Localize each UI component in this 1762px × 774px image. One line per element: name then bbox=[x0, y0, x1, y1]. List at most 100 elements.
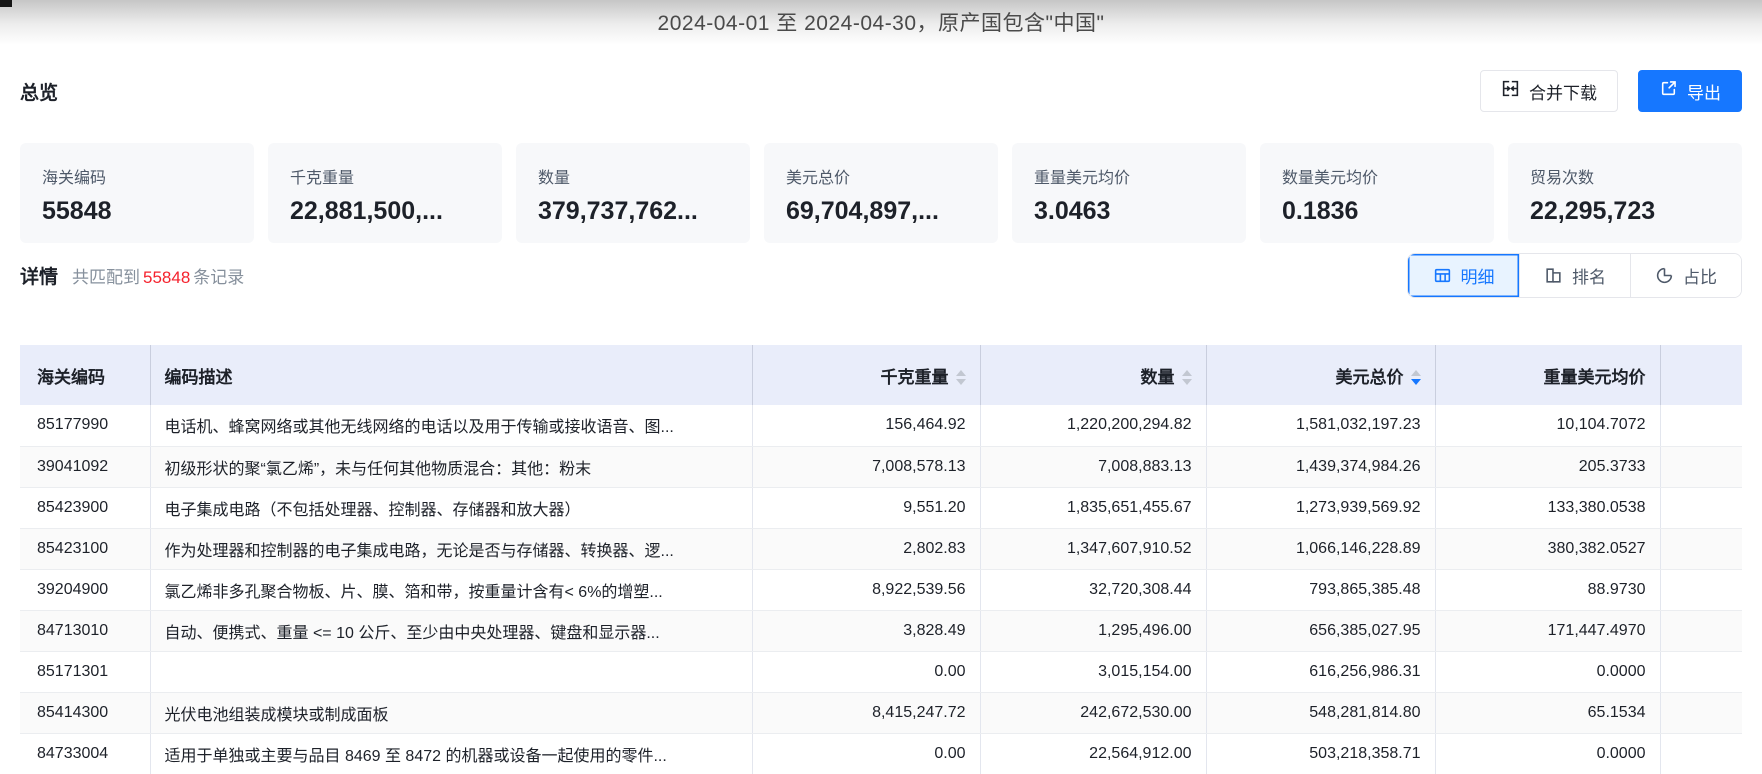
stat-label: 数量美元均价 bbox=[1282, 170, 1379, 187]
column-label: 千克重量 bbox=[880, 367, 949, 387]
cell-code: 39204900 bbox=[20, 569, 151, 611]
cell-desc: 光伏电池组装成模块或制成面板 bbox=[150, 692, 753, 734]
column-header-avg: 重量美元均价 bbox=[1435, 345, 1661, 405]
stat-card: 重量美元均价 3.0463 bbox=[1012, 143, 1246, 243]
sort-carets bbox=[1410, 369, 1421, 385]
table-header-row: 海关编码 编码描述 千克重量 数量 美元总价 重量美元均价 bbox=[20, 345, 1742, 405]
cell-avg: 0.0000 bbox=[1435, 651, 1661, 693]
stat-card: 海关编码 55848 bbox=[20, 143, 254, 243]
cell-usd: 793,865,385.48 bbox=[1206, 569, 1436, 611]
cell-code: 84733004 bbox=[20, 733, 151, 774]
tab-label: 明细 bbox=[1460, 267, 1495, 287]
cell-spacer bbox=[1660, 651, 1742, 693]
export-label: 导出 bbox=[1687, 83, 1721, 103]
stat-label: 美元总价 bbox=[786, 170, 851, 187]
cell-spacer bbox=[1660, 692, 1742, 734]
table-row: 39041092 初级形状的聚“氯乙烯”，未与任何其他物质混合：其他：粉末 7,00… bbox=[20, 446, 1742, 488]
cell-qty: 1,295,496.00 bbox=[980, 610, 1207, 652]
stat-value: 0.1836 bbox=[1282, 197, 1359, 225]
window-corner bbox=[0, 0, 12, 7]
cell-desc: 电子集成电路（不包括处理器、控制器、存储器和放大器） bbox=[150, 487, 753, 529]
cell-qty: 1,220,200,294.82 bbox=[980, 405, 1207, 447]
table-header: 海关编码 编码描述 千克重量 数量 美元总价 重量美元均价 bbox=[20, 345, 1742, 405]
cell-qty: 242,672,530.00 bbox=[980, 692, 1207, 734]
pie-icon bbox=[1655, 266, 1674, 285]
ranking-icon bbox=[1544, 266, 1563, 285]
stat-label: 千克重量 bbox=[290, 170, 355, 187]
column-header-qty[interactable]: 数量 bbox=[980, 345, 1207, 405]
merge-download-button[interactable]: 合并下载 bbox=[1480, 70, 1618, 112]
cell-desc: 作为处理器和控制器的电子集成电路，无论是否与存储器、转换器、逻... bbox=[150, 528, 753, 570]
cell-qty: 1,835,651,455.67 bbox=[980, 487, 1207, 529]
cell-spacer bbox=[1660, 528, 1742, 570]
cell-spacer bbox=[1660, 487, 1742, 529]
overview-header: 总览 合并下载 导出 bbox=[20, 70, 1742, 112]
stat-value: 69,704,897,... bbox=[786, 197, 939, 225]
cell-spacer bbox=[1660, 610, 1742, 652]
column-header-code: 海关编码 bbox=[20, 345, 151, 405]
column-label: 美元总价 bbox=[1335, 367, 1404, 387]
column-header-desc: 编码描述 bbox=[150, 345, 753, 405]
stat-value: 22,881,500,... bbox=[290, 197, 443, 225]
cell-desc: 电话机、蜂窝网络或其他无线网络的电话以及用于传输或接收语音、图... bbox=[150, 405, 753, 447]
cell-code: 39041092 bbox=[20, 446, 151, 488]
column-header-kg[interactable]: 千克重量 bbox=[752, 345, 981, 405]
cell-avg: 88.9730 bbox=[1435, 569, 1661, 611]
tab-detail[interactable]: 明细 bbox=[1408, 253, 1519, 297]
cell-code: 85414300 bbox=[20, 692, 151, 734]
cell-code: 85171301 bbox=[20, 651, 151, 693]
stat-card: 数量 379,737,762... bbox=[516, 143, 750, 243]
match-suffix: 条记录 bbox=[193, 267, 245, 287]
export-button[interactable]: 导出 bbox=[1638, 70, 1742, 112]
cell-avg: 10,104.7072 bbox=[1435, 405, 1661, 447]
cell-qty: 7,008,883.13 bbox=[980, 446, 1207, 488]
tab-proportion[interactable]: 占比 bbox=[1630, 253, 1741, 297]
table-icon bbox=[1433, 266, 1452, 285]
stat-card: 贸易次数 22,295,723 bbox=[1508, 143, 1742, 243]
export-icon bbox=[1659, 79, 1678, 103]
cell-qty: 32,720,308.44 bbox=[980, 569, 1207, 611]
cell-desc: 初级形状的聚“氯乙烯”，未与任何其他物质混合：其他：粉末 bbox=[150, 446, 753, 488]
column-label: 编码描述 bbox=[164, 367, 233, 387]
table-row: 85171301 0.00 3,015,154.00 616,256,986.31 0.… bbox=[20, 651, 1742, 693]
stats-cards: 海关编码 55848 千克重量 22,881,500,... 数量 379,737,762… bbox=[20, 143, 1742, 243]
table-row: 85177990 电话机、蜂窝网络或其他无线网络的电话以及用于传输或接收语音、图.… bbox=[20, 405, 1742, 447]
sort-desc-icon bbox=[1410, 378, 1421, 385]
cell-spacer bbox=[1660, 446, 1742, 488]
details-table: 海关编码 编码描述 千克重量 数量 美元总价 重量美元均价 85177990 电话机、蜂窝网… bbox=[20, 345, 1742, 774]
cell-desc: 自动、便携式、重量 <= 10 公斤、至少由中央处理器、键盘和显示器... bbox=[150, 610, 753, 652]
sort-carets bbox=[955, 369, 966, 385]
cell-code: 84713010 bbox=[20, 610, 151, 652]
stat-value: 55848 bbox=[42, 197, 112, 225]
tab-label: 排名 bbox=[1572, 267, 1606, 287]
merge-download-label: 合并下载 bbox=[1529, 83, 1597, 103]
column-label: 海关编码 bbox=[37, 367, 105, 387]
cell-usd: 1,581,032,197.23 bbox=[1206, 405, 1436, 447]
cell-desc bbox=[150, 651, 753, 693]
tab-ranking[interactable]: 排名 bbox=[1519, 253, 1630, 297]
cell-kg: 0.00 bbox=[752, 651, 981, 693]
sort-asc-icon bbox=[955, 369, 966, 376]
stat-card: 千克重量 22,881,500,... bbox=[268, 143, 502, 243]
stat-card: 数量美元均价 0.1836 bbox=[1260, 143, 1494, 243]
cell-avg: 0.0000 bbox=[1435, 733, 1661, 774]
cell-kg: 7,008,578.13 bbox=[752, 446, 981, 488]
stat-card: 美元总价 69,704,897,... bbox=[764, 143, 998, 243]
stat-value: 379,737,762... bbox=[538, 197, 698, 225]
match-prefix: 共匹配到 bbox=[72, 267, 141, 287]
sort-carets bbox=[1181, 369, 1192, 385]
stat-label: 重量美元均价 bbox=[1034, 170, 1131, 187]
column-header-usd[interactable]: 美元总价 bbox=[1206, 345, 1436, 405]
stat-label: 海关编码 bbox=[42, 170, 107, 187]
cell-code: 85177990 bbox=[20, 405, 151, 447]
cell-avg: 65.1534 bbox=[1435, 692, 1661, 734]
page-title: 2024-04-01 至 2024-04-30，原产国包含"中国" bbox=[657, 12, 1105, 35]
cell-kg: 156,464.92 bbox=[752, 405, 981, 447]
cell-kg: 0.00 bbox=[752, 733, 981, 774]
cell-kg: 3,828.49 bbox=[752, 610, 981, 652]
sort-asc-icon bbox=[1181, 369, 1192, 376]
cell-kg: 9,551.20 bbox=[752, 487, 981, 529]
cell-qty: 1,347,607,910.52 bbox=[980, 528, 1207, 570]
column-label: 数量 bbox=[1140, 367, 1175, 387]
cell-avg: 133,380.0538 bbox=[1435, 487, 1661, 529]
